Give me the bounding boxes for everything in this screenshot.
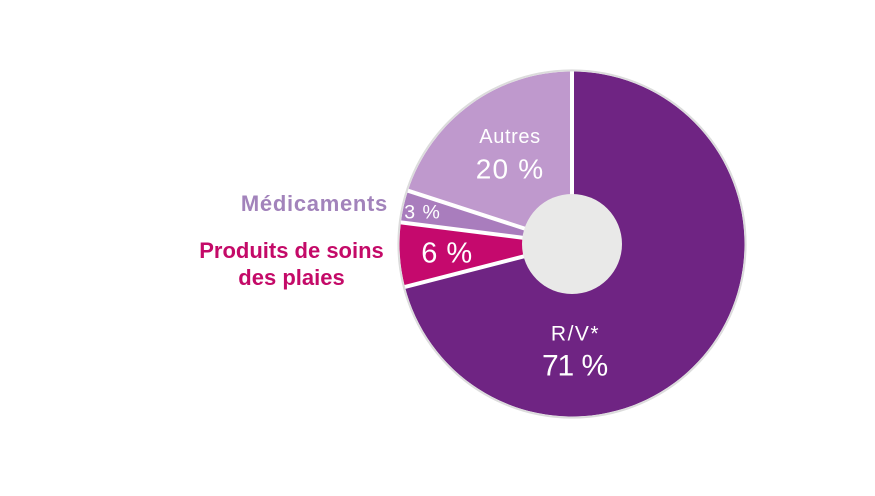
svg-text:71 %: 71 % — [542, 350, 608, 383]
svg-text:Autres: Autres — [479, 126, 540, 148]
svg-text:6 %: 6 % — [421, 238, 472, 270]
svg-text:3 %: 3 % — [404, 202, 441, 224]
svg-text:20 %: 20 % — [476, 154, 545, 185]
svg-text:R/V*: R/V* — [551, 323, 600, 346]
